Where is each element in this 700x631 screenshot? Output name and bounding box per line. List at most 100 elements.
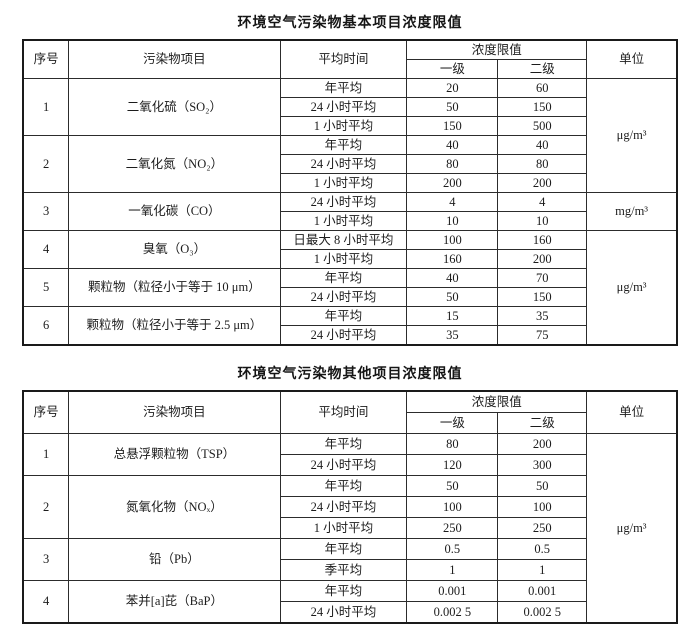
table-row: 1 总悬浮颗粒物（TSP） 年平均 80 200 μg/m³ bbox=[22, 433, 678, 624]
header-pollutant: 污染物项目 bbox=[68, 39, 281, 79]
avg-time-cell: 年平均 bbox=[279, 78, 408, 98]
other-items-table: 序号 污染物项目 平均时间 浓度限值 单位 一级 二级 1 总悬浮颗粒物（TSP… bbox=[22, 390, 678, 624]
grade1-value: 100 bbox=[406, 230, 499, 250]
header-limits: 浓度限值 bbox=[406, 39, 588, 60]
grade1-value: 250 bbox=[406, 517, 499, 539]
row-index: 4 bbox=[22, 230, 70, 269]
grade1-value: 35 bbox=[406, 325, 499, 346]
table-row: 1 小时平均 250 250 bbox=[23, 517, 677, 539]
grade2-value: 50 bbox=[497, 475, 588, 497]
header-avg-time: 平均时间 bbox=[279, 390, 408, 434]
header-grade1: 一级 bbox=[406, 412, 499, 434]
row-index: 1 bbox=[22, 78, 70, 136]
grade1-value: 0.001 bbox=[406, 580, 499, 602]
grade2-value: 200 bbox=[497, 173, 588, 193]
table-row: 1 小时平均 10 10 bbox=[23, 211, 677, 231]
avg-time-cell: 年平均 bbox=[279, 306, 408, 326]
avg-time-cell: 季平均 bbox=[279, 559, 408, 581]
pollutant-name: 颗粒物（粒径小于等于 10 μm） bbox=[68, 268, 281, 307]
table-row: 24 小时平均 80 80 bbox=[23, 154, 677, 174]
pollutant-name: 铅（Pb） bbox=[68, 538, 281, 581]
table-row: 3 铅（Pb） 年平均 0.5 0.5 bbox=[22, 538, 677, 581]
table-row: 24 小时平均 0.002 5 0.002 5 bbox=[23, 601, 677, 624]
avg-time-cell: 24 小时平均 bbox=[279, 192, 408, 212]
row-index: 3 bbox=[22, 192, 70, 231]
row-index: 2 bbox=[22, 135, 70, 193]
grade1-value: 1 bbox=[406, 559, 499, 581]
basic-items-table: 序号 污染物项目 平均时间 浓度限值 单位 一级 二级 1 二氧化硫（SO₂） … bbox=[22, 39, 678, 346]
grade1-value: 0.5 bbox=[406, 538, 499, 560]
header-grade2: 二级 bbox=[497, 412, 588, 434]
avg-time-cell: 24 小时平均 bbox=[279, 97, 408, 117]
table-row: 24 小时平均 35 75 bbox=[23, 325, 677, 346]
grade2-value: 300 bbox=[497, 454, 588, 476]
grade1-value: 0.002 5 bbox=[406, 601, 499, 624]
avg-time-cell: 年平均 bbox=[279, 135, 408, 155]
grade2-value: 0.5 bbox=[497, 538, 588, 560]
header-pollutant: 污染物项目 bbox=[68, 390, 281, 434]
grade2-value: 75 bbox=[497, 325, 588, 346]
grade2-value: 40 bbox=[497, 135, 588, 155]
table-row: 季平均 1 1 bbox=[23, 559, 677, 581]
header-unit: 单位 bbox=[586, 390, 678, 434]
table-row: 6 颗粒物（粒径小于等于 2.5 μm） 年平均 15 35 bbox=[22, 306, 677, 346]
pollutant-name: 二氧化氮（NO₂） bbox=[68, 135, 281, 193]
avg-time-cell: 年平均 bbox=[279, 580, 408, 602]
row-index: 2 bbox=[22, 475, 70, 539]
table-row: 2 氮氧化物（NOₓ） 年平均 50 50 bbox=[22, 475, 677, 539]
grade2-value: 0.001 bbox=[497, 580, 588, 602]
table-row: 1 二氧化硫（SO₂） 年平均 20 60 μg/m³ bbox=[22, 78, 678, 193]
unit-value: μg/m³ bbox=[586, 230, 678, 346]
table-row: 4 苯并[a]芘（BaP） 年平均 0.001 0.001 bbox=[22, 580, 677, 624]
table-row: 5 颗粒物（粒径小于等于 10 μm） 年平均 40 70 bbox=[22, 268, 677, 307]
grade2-value: 250 bbox=[497, 517, 588, 539]
header-limits: 浓度限值 bbox=[406, 390, 588, 413]
avg-time-cell: 24 小时平均 bbox=[279, 601, 408, 624]
grade2-value: 150 bbox=[497, 287, 588, 307]
grade1-value: 50 bbox=[406, 287, 499, 307]
avg-time-cell: 24 小时平均 bbox=[279, 154, 408, 174]
header-index: 序号 bbox=[22, 390, 70, 434]
grade2-value: 1 bbox=[497, 559, 588, 581]
row-index: 5 bbox=[22, 268, 70, 307]
avg-time-cell: 1 小时平均 bbox=[279, 116, 408, 136]
table-header-row: 序号 污染物项目 平均时间 浓度限值 单位 bbox=[22, 390, 678, 434]
table-header-row: 序号 污染物项目 平均时间 浓度限值 单位 bbox=[22, 39, 678, 79]
grade2-value: 0.002 5 bbox=[497, 601, 588, 624]
pollutant-name: 二氧化硫（SO₂） bbox=[68, 78, 281, 136]
grade1-value: 100 bbox=[406, 496, 499, 518]
grade1-value: 80 bbox=[406, 433, 499, 455]
grade1-value: 50 bbox=[406, 97, 499, 117]
table-row: 1 小时平均 160 200 bbox=[23, 249, 677, 269]
grade2-value: 10 bbox=[497, 211, 588, 231]
unit-value: μg/m³ bbox=[586, 433, 678, 624]
header-unit: 单位 bbox=[586, 39, 678, 79]
grade1-value: 4 bbox=[406, 192, 499, 212]
grade1-value: 150 bbox=[406, 116, 499, 136]
grade2-value: 500 bbox=[497, 116, 588, 136]
avg-time-cell: 日最大 8 小时平均 bbox=[279, 230, 408, 250]
grade2-value: 150 bbox=[497, 97, 588, 117]
unit-value: μg/m³ bbox=[586, 78, 678, 193]
avg-time-cell: 年平均 bbox=[279, 433, 408, 455]
row-index: 4 bbox=[22, 580, 70, 624]
avg-time-cell: 年平均 bbox=[279, 538, 408, 560]
grade2-value: 60 bbox=[497, 78, 588, 98]
grade2-value: 4 bbox=[497, 192, 588, 212]
grade2-value: 80 bbox=[497, 154, 588, 174]
grade2-value: 70 bbox=[497, 268, 588, 288]
avg-time-cell: 24 小时平均 bbox=[279, 325, 408, 346]
grade1-value: 50 bbox=[406, 475, 499, 497]
grade1-value: 40 bbox=[406, 268, 499, 288]
avg-time-cell: 年平均 bbox=[279, 475, 408, 497]
pollutant-name: 氮氧化物（NOₓ） bbox=[68, 475, 281, 539]
row-index: 1 bbox=[22, 433, 70, 476]
table-row: 24 小时平均 50 150 bbox=[23, 287, 677, 307]
table-row: 2 二氧化氮（NO₂） 年平均 40 40 bbox=[22, 135, 677, 193]
grade1-value: 40 bbox=[406, 135, 499, 155]
grade2-value: 200 bbox=[497, 249, 588, 269]
unit-value: mg/m³ bbox=[586, 192, 678, 231]
pollutant-name: 颗粒物（粒径小于等于 2.5 μm） bbox=[68, 306, 281, 346]
grade1-value: 160 bbox=[406, 249, 499, 269]
